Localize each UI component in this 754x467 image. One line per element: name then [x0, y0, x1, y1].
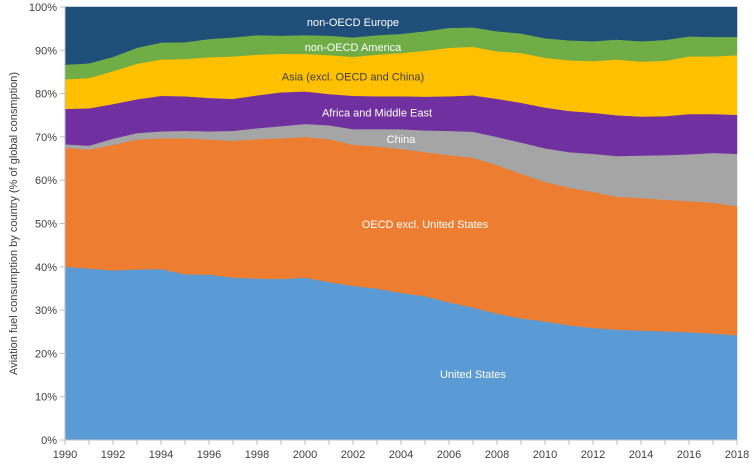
- y-tick-label: 60%: [35, 175, 57, 187]
- y-tick-label: 100%: [29, 2, 57, 14]
- series-label: Africa and Middle East: [322, 108, 432, 120]
- x-tick-label: 2006: [437, 449, 461, 461]
- area-non-oecd-europe: [64, 6, 738, 65]
- x-tick-label: 2016: [677, 449, 701, 461]
- y-tick-label: 50%: [35, 219, 57, 231]
- y-tick-label: 90%: [35, 45, 57, 57]
- y-tick-label: 20%: [35, 348, 57, 360]
- x-tick-label: 2010: [533, 449, 557, 461]
- y-tick-label: 70%: [35, 132, 57, 144]
- x-tick-label: 2012: [581, 449, 605, 461]
- y-tick-label: 80%: [35, 89, 57, 101]
- x-tick-label: 2000: [293, 449, 317, 461]
- x-tick-label: 2018: [725, 449, 749, 461]
- x-axis: 1990 1992 1994 1996 1998 2000 2002 2004 2006 2008…: [53, 439, 749, 461]
- series-label: non-OECD Europe: [307, 17, 399, 29]
- y-axis-label: Aviation fuel consumption by country (% …: [8, 72, 20, 375]
- series-label: OECD excl. United States: [362, 219, 489, 231]
- y-tick-label: 0%: [41, 435, 57, 447]
- y-tick-label: 10%: [35, 392, 57, 404]
- x-tick-label: 1992: [101, 449, 125, 461]
- series-label: non-OECD America: [305, 42, 402, 54]
- series-labels: United States OECD excl. United States Chi…: [282, 17, 507, 381]
- series-label: United States: [440, 369, 507, 381]
- series-label: Asia (excl. OECD and China): [282, 71, 424, 83]
- series-label: China: [387, 134, 417, 146]
- x-tick-label: 2008: [485, 449, 509, 461]
- x-tick-label: 1994: [149, 449, 173, 461]
- x-tick-label: 1990: [53, 449, 77, 461]
- y-tick-label: 30%: [35, 305, 57, 317]
- x-tick-label: 1998: [245, 449, 269, 461]
- x-tick-label: 2004: [389, 449, 413, 461]
- x-tick-label: 2002: [341, 449, 365, 461]
- y-axis: 0% 10% 20% 30% 40% 50% 60% 70% 80% 90% 100%: [29, 2, 66, 447]
- x-tick-label: 1996: [197, 449, 221, 461]
- areas-layer: [64, 6, 738, 441]
- x-tick-label: 2014: [629, 449, 653, 461]
- y-tick-label: 40%: [35, 262, 57, 274]
